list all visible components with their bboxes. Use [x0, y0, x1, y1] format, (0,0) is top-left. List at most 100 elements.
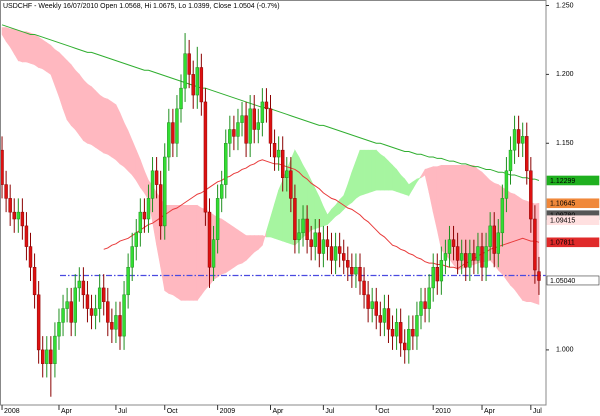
cloud-segment — [371, 149, 377, 192]
candle-body — [85, 294, 90, 309]
candle-body — [516, 129, 521, 144]
candle-body — [171, 122, 175, 144]
price-tag — [546, 198, 600, 209]
cloud-segment — [123, 122, 129, 172]
candle-body — [232, 129, 236, 137]
candle-body — [439, 260, 444, 282]
candle-body — [61, 308, 65, 323]
cloud-segment — [34, 33, 39, 69]
cloud-segment — [514, 193, 519, 296]
cloud-segment — [384, 156, 389, 191]
cloud-segment — [115, 104, 121, 165]
candle-body — [419, 301, 423, 316]
candle-body — [118, 315, 122, 337]
candle-body — [415, 315, 419, 337]
x-tick-label: Jul — [325, 408, 334, 415]
cloud-segment — [237, 229, 243, 265]
cloud-segment — [392, 164, 397, 192]
price-tag-label: 1.10645 — [550, 201, 575, 208]
cloud-segment — [91, 86, 96, 148]
y-tick-label: 1.150 — [556, 140, 574, 147]
cloud-segment — [310, 180, 316, 231]
candle-body — [358, 266, 362, 282]
candle-body — [154, 170, 159, 185]
cloud-segment — [168, 204, 174, 296]
cloud-segment — [66, 59, 72, 127]
candle-body — [163, 156, 167, 227]
candle-body — [191, 74, 195, 96]
x-tick-label: Apr — [484, 408, 496, 415]
cloud-segment — [22, 31, 27, 63]
x-tick-label: Apr — [273, 408, 285, 415]
x-tick-label: 2010 — [435, 408, 451, 415]
candle-body — [512, 129, 517, 151]
chart-title: USDCHF - Weekly 16/07/2010 Open 1.0568, … — [3, 3, 280, 10]
price-tag-label: 1.05040 — [550, 278, 575, 285]
candle-body — [407, 328, 411, 351]
candle-body — [110, 322, 114, 330]
candle-body — [411, 328, 415, 337]
cloud-segment — [469, 165, 475, 267]
candle-body — [53, 335, 57, 364]
cloud-segment — [176, 204, 182, 301]
cloud-segment — [201, 207, 206, 296]
candle-body — [89, 308, 94, 316]
cloud-segment — [26, 31, 31, 64]
cloud-segment — [18, 29, 23, 63]
candle-body — [0, 149, 4, 185]
cloud-segment — [229, 223, 235, 271]
candle-body — [276, 149, 281, 158]
cloud-segment — [282, 169, 288, 243]
x-tick-label: Apr — [61, 408, 73, 415]
cloud-segment — [196, 204, 202, 302]
candle-body — [508, 149, 513, 172]
candle-body — [211, 239, 216, 268]
candle-body — [459, 253, 464, 261]
x-tick-label: Oct — [378, 408, 389, 415]
x-tick-label: Oct — [167, 408, 178, 415]
cloud-segment — [278, 180, 284, 242]
candle-body — [329, 246, 334, 261]
candle-body — [244, 115, 248, 144]
candle-body — [207, 211, 212, 268]
cloud-segment — [62, 55, 68, 120]
candle-body — [8, 198, 12, 213]
candle-body — [464, 253, 468, 268]
candle-body — [138, 211, 143, 234]
price-tag — [546, 215, 600, 226]
cloud-segment — [111, 101, 117, 161]
cloud-segment — [441, 165, 446, 256]
candle-body — [337, 246, 342, 254]
candle-body — [435, 266, 439, 282]
candle-body — [77, 280, 82, 289]
candle-body — [203, 101, 208, 213]
candle-body — [134, 232, 138, 247]
price-tag — [546, 237, 600, 248]
cloud-segment — [103, 97, 109, 155]
cloud-segment — [225, 221, 231, 274]
candle-body — [179, 87, 183, 110]
cloud-segment — [95, 90, 100, 151]
candle-body — [472, 253, 476, 261]
candle-body — [374, 301, 378, 316]
cloud-segment — [172, 204, 178, 299]
candle-body — [468, 253, 472, 268]
candle-body — [114, 315, 118, 330]
candle-body — [264, 101, 269, 110]
candle-body — [488, 225, 492, 247]
candle-body — [199, 67, 204, 103]
cloud-segment — [74, 69, 80, 136]
candle-body — [297, 232, 301, 240]
y-tick-label: 1.250 — [556, 2, 574, 9]
candle-body — [366, 294, 370, 309]
candle-body — [12, 211, 16, 220]
candle-body — [533, 218, 537, 271]
candle-body — [219, 184, 224, 199]
cloud-segment — [42, 39, 48, 73]
x-tick-label: Jul — [533, 408, 542, 415]
cloud-segment — [184, 204, 190, 301]
cloud-segment — [461, 165, 467, 270]
cloud-segment — [367, 149, 373, 194]
candle-body — [476, 246, 480, 261]
